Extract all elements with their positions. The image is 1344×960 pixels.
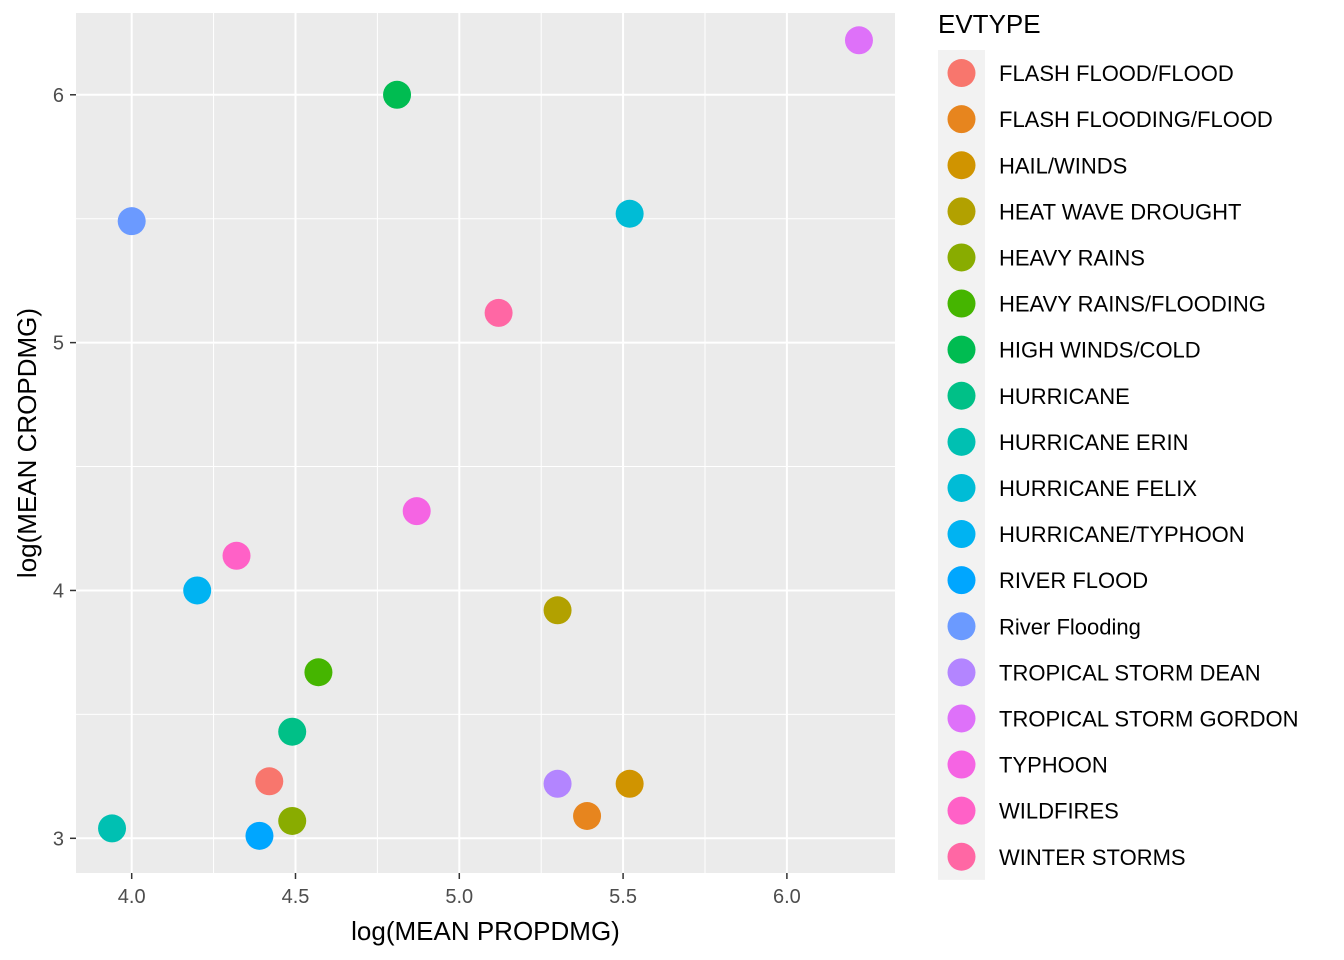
legend-label: HEAVY RAINS/FLOODING bbox=[999, 292, 1266, 317]
data-point: RIVER FLOOD bbox=[245, 821, 274, 850]
legend-key bbox=[947, 151, 976, 180]
data-point: River Flooding bbox=[117, 207, 146, 236]
legend-key bbox=[947, 243, 976, 272]
legend-key bbox=[947, 105, 976, 134]
legend-label: HURRICANE FELIX bbox=[999, 476, 1197, 501]
legend-label: HIGH WINDS/COLD bbox=[999, 338, 1201, 363]
x-tick-label: 5.0 bbox=[445, 886, 473, 908]
legend-key bbox=[947, 612, 976, 641]
data-point: FLASH FLOODING/FLOOD bbox=[573, 801, 602, 830]
data-point: HEAVY RAINS bbox=[278, 806, 307, 835]
data-point: FLASH FLOOD/FLOOD bbox=[255, 767, 284, 796]
minor-gridlines bbox=[76, 13, 895, 873]
legend-key bbox=[947, 381, 976, 410]
legend-label: WILDFIRES bbox=[999, 799, 1119, 824]
data-point: HEAT WAVE DROUGHT bbox=[543, 596, 572, 625]
legend-key bbox=[947, 335, 976, 364]
data-point: WINTER STORMS bbox=[484, 298, 513, 327]
legend-label: TYPHOON bbox=[999, 753, 1108, 778]
y-axis-title: log(MEAN CROPDMG) bbox=[12, 308, 42, 578]
legend-label: TROPICAL STORM GORDON bbox=[999, 706, 1298, 731]
legend-key bbox=[947, 842, 976, 871]
y-axis-ticks: 3 4 5 6 bbox=[53, 85, 76, 850]
x-tick-label: 4.0 bbox=[118, 886, 146, 908]
legend-key bbox=[947, 289, 976, 318]
legend-label: WINTER STORMS bbox=[999, 845, 1186, 870]
data-point: TROPICAL STORM DEAN bbox=[543, 769, 572, 798]
legend: EVTYPE FLASH FLOOD/FLOOD FLASH FLOODING/F… bbox=[938, 9, 1298, 880]
y-tick-label: 6 bbox=[53, 85, 64, 107]
legend-key bbox=[947, 59, 976, 88]
x-tick-label: 6.0 bbox=[773, 886, 801, 908]
legend-key bbox=[947, 658, 976, 687]
legend-key bbox=[947, 197, 976, 226]
x-axis-title: log(MEAN PROPDMG) bbox=[351, 916, 620, 946]
legend-key bbox=[947, 750, 976, 779]
data-point: WILDFIRES bbox=[222, 541, 251, 570]
x-tick-label: 5.5 bbox=[609, 886, 637, 908]
data-point: TROPICAL STORM GORDON bbox=[844, 26, 873, 55]
y-tick-label: 5 bbox=[53, 333, 64, 355]
data-point: HURRICANE ERIN bbox=[98, 814, 127, 843]
data-point: TYPHOON bbox=[402, 497, 431, 526]
legend-label: HEAT WAVE DROUGHT bbox=[999, 199, 1241, 224]
legend-label: River Flooding bbox=[999, 614, 1141, 639]
legend-key bbox=[947, 473, 976, 502]
plot-panel bbox=[76, 13, 895, 873]
legend-label: TROPICAL STORM DEAN bbox=[999, 660, 1261, 685]
legend-label: FLASH FLOOD/FLOOD bbox=[999, 61, 1234, 86]
data-point: HURRICANE bbox=[278, 717, 307, 746]
legend-label: FLASH FLOODING/FLOOD bbox=[999, 107, 1273, 132]
legend-label: HURRICANE ERIN bbox=[999, 430, 1188, 455]
legend-key bbox=[947, 520, 976, 549]
data-point: HIGH WINDS/COLD bbox=[383, 80, 412, 109]
legend-label: HURRICANE bbox=[999, 384, 1130, 409]
legend-key bbox=[947, 704, 976, 733]
data-point: HEAVY RAINS/FLOODING bbox=[304, 658, 333, 687]
x-tick-label: 4.5 bbox=[282, 886, 310, 908]
legend-key-background bbox=[938, 50, 985, 880]
legend-key bbox=[947, 796, 976, 825]
legend-label: HURRICANE/TYPHOON bbox=[999, 522, 1245, 547]
x-axis-ticks: 4.0 4.5 5.0 5.5 6.0 bbox=[118, 873, 801, 908]
data-point: HURRICANE/TYPHOON bbox=[183, 576, 212, 605]
y-tick-label: 3 bbox=[53, 828, 64, 850]
legend-key bbox=[947, 427, 976, 456]
legend-label: HAIL/WINDS bbox=[999, 153, 1127, 178]
y-tick-label: 4 bbox=[53, 580, 64, 602]
legend-label: HEAVY RAINS bbox=[999, 245, 1145, 270]
data-point: HAIL/WINDS bbox=[615, 769, 644, 798]
legend-label: RIVER FLOOD bbox=[999, 568, 1148, 593]
legend-key bbox=[947, 566, 976, 595]
major-gridlines bbox=[76, 13, 895, 873]
data-point: HURRICANE FELIX bbox=[615, 199, 644, 228]
data-points: FLASH FLOOD/FLOOD FLASH FLOODING/FLOOD HAI… bbox=[98, 26, 873, 850]
legend-title: EVTYPE bbox=[938, 9, 1041, 39]
